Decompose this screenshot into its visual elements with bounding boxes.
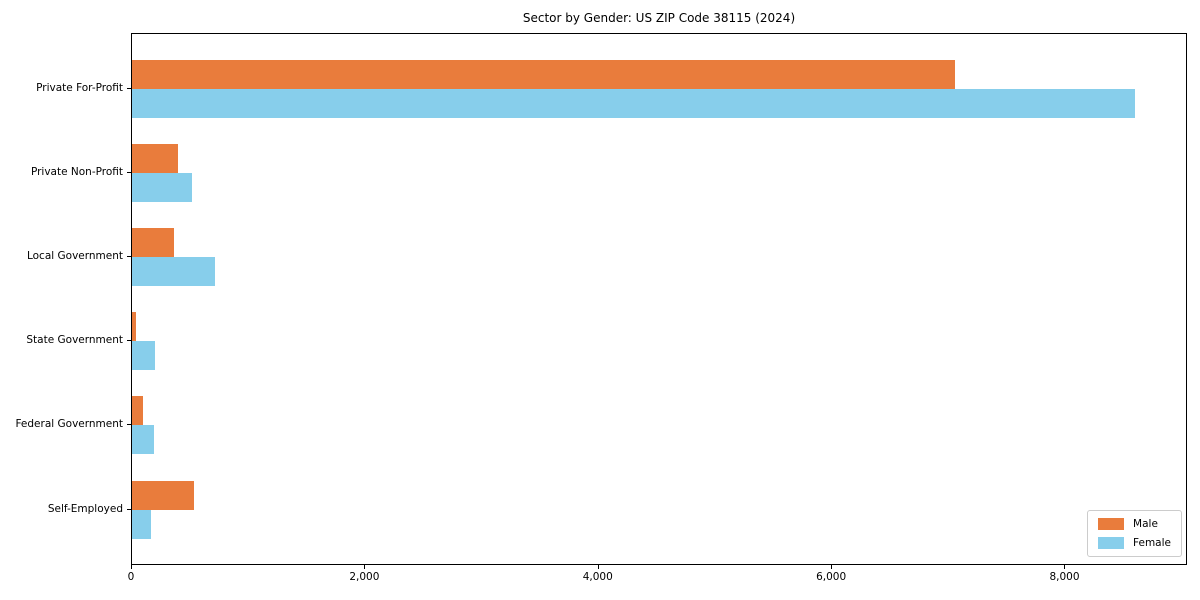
xtick-label-0: 0	[127, 571, 135, 583]
ytick-mark	[127, 88, 131, 89]
bar-male-private-for-profit	[132, 60, 955, 89]
ytick-mark	[127, 256, 131, 258]
xtick-mark	[597, 565, 599, 569]
xtick-mark	[1064, 565, 1066, 569]
ytick-mark	[127, 424, 131, 426]
bar-male-local-government	[132, 228, 174, 258]
ytick-mark	[127, 340, 131, 342]
bar-female-private-for-profit	[132, 89, 1136, 118]
bar-female-federal-government	[132, 425, 155, 455]
legend-entry-female: Female	[1098, 537, 1171, 549]
xtick-mark	[364, 565, 366, 569]
chart-title: Sector by Gender: US ZIP Code 38115 (202…	[522, 11, 796, 25]
bar-female-private-non-profit	[132, 173, 193, 203]
ytick-mark	[127, 508, 131, 510]
legend-label-male: Male	[1133, 518, 1158, 530]
bar-female-state-government	[132, 341, 156, 371]
xtick-mark	[131, 565, 132, 569]
ytick-label-private-for-profit: Private For-Profit	[36, 82, 123, 94]
bar-male-private-non-profit	[132, 144, 178, 174]
plot-area	[131, 33, 1187, 565]
legend-swatch-male	[1098, 518, 1125, 530]
ytick-label-federal-government: Federal Government	[15, 418, 123, 431]
legend: Male Female	[1087, 510, 1182, 557]
xtick-label-4000: 4,000	[582, 571, 613, 583]
xtick-label-6000: 6,000	[816, 571, 847, 583]
xtick-label-8000: 8,000	[1049, 571, 1080, 583]
bar-male-federal-government	[132, 396, 143, 426]
ytick-label-self-employed: Self-Employed	[47, 502, 123, 515]
legend-entry-male: Male	[1098, 518, 1171, 530]
ytick-label-local-government: Local Government	[26, 250, 123, 263]
xtick-mark	[831, 565, 833, 569]
ytick-label-state-government: State Government	[26, 334, 123, 347]
bar-female-self-employed	[132, 509, 152, 539]
ytick-label-private-non-profit: Private Non-Profit	[30, 166, 123, 179]
bar-male-self-employed	[132, 480, 194, 510]
legend-swatch-female	[1098, 537, 1125, 549]
legend-label-female: Female	[1133, 537, 1171, 549]
bar-female-local-government	[132, 257, 215, 287]
ytick-mark	[127, 172, 131, 174]
xtick-label-2000: 2,000	[349, 571, 380, 583]
bar-male-state-government	[132, 312, 136, 342]
